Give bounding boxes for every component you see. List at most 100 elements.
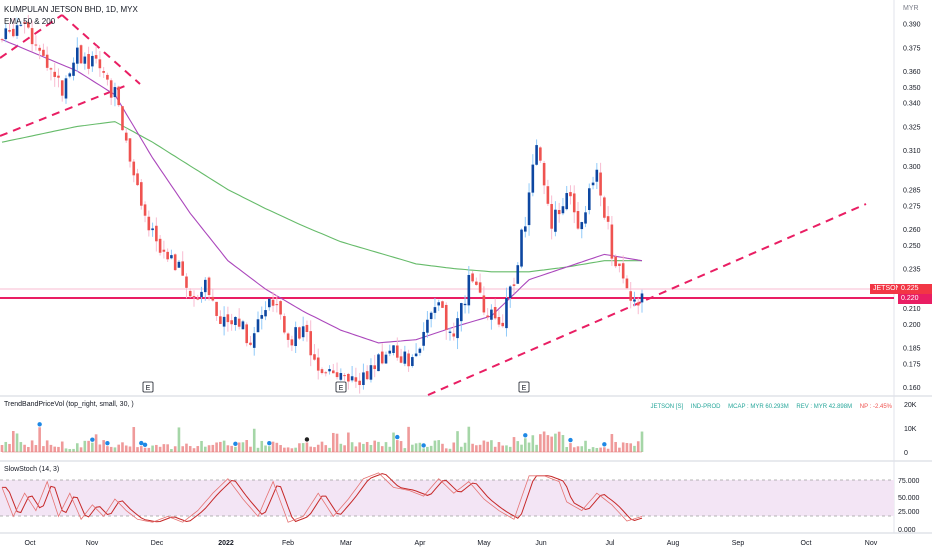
vol-tick-20k: 20K bbox=[904, 402, 917, 409]
trendline-upper-wedge[interactable] bbox=[0, 14, 63, 59]
candle-body bbox=[411, 357, 414, 366]
symbol-price-tag: JETSON bbox=[870, 284, 901, 294]
volume-bar bbox=[0, 445, 4, 452]
candle-body bbox=[113, 87, 117, 98]
volume-bar bbox=[279, 445, 282, 452]
candle-body bbox=[339, 373, 343, 380]
volume-bar bbox=[264, 445, 267, 452]
volume-bar bbox=[215, 442, 218, 452]
time-tick-label: Nov bbox=[86, 540, 99, 547]
candle-body bbox=[226, 314, 230, 323]
earnings-marker bbox=[142, 381, 154, 393]
volume-bar bbox=[377, 441, 380, 452]
volume-bar bbox=[162, 444, 166, 452]
candle-body bbox=[211, 296, 215, 301]
candle-body bbox=[358, 380, 361, 386]
stoch-d-line bbox=[2, 473, 643, 523]
volume-bar bbox=[290, 448, 294, 452]
stoch-band bbox=[0, 480, 894, 516]
volume-bar bbox=[252, 428, 256, 452]
volume-bar bbox=[219, 441, 222, 452]
volume-bar bbox=[625, 442, 629, 452]
candle-body bbox=[42, 49, 45, 56]
volume-dot bbox=[395, 434, 400, 440]
candle-body bbox=[158, 238, 162, 253]
candle-body bbox=[245, 324, 249, 344]
volume-bar bbox=[4, 441, 8, 452]
candle-body bbox=[554, 209, 557, 232]
trendline-lower-wedge[interactable] bbox=[0, 83, 131, 137]
volume-bar bbox=[87, 440, 90, 452]
volume-bar bbox=[595, 447, 599, 452]
volume-bar bbox=[501, 445, 505, 452]
volume-dot bbox=[90, 437, 95, 442]
candle-body bbox=[350, 376, 354, 381]
candle-body bbox=[621, 263, 625, 279]
candle-body bbox=[53, 71, 57, 77]
volume-bar bbox=[309, 446, 313, 452]
candle-body bbox=[377, 354, 380, 372]
volume-bar bbox=[591, 447, 595, 452]
candle-body bbox=[459, 303, 463, 322]
volume-bar bbox=[618, 447, 621, 452]
volume-bar bbox=[335, 433, 339, 452]
volume-bar bbox=[34, 445, 38, 452]
volume-bar bbox=[226, 445, 230, 452]
candle-body bbox=[79, 45, 83, 64]
ema-legend[interactable]: EMA 50 & 200 bbox=[4, 17, 56, 26]
candle-body bbox=[271, 299, 275, 306]
candle-body bbox=[4, 28, 8, 40]
earnings-marker-label: E bbox=[146, 385, 151, 392]
candle-body bbox=[640, 293, 644, 303]
candle-body bbox=[279, 301, 282, 315]
stoch-indicator-label[interactable]: SlowStoch (14, 3) bbox=[4, 466, 60, 473]
volume-bar bbox=[294, 447, 297, 452]
ema50-line bbox=[1, 38, 643, 344]
volume-bar bbox=[482, 440, 486, 452]
candle-body bbox=[309, 331, 313, 356]
volume-bar bbox=[418, 442, 422, 452]
volume-bar bbox=[388, 446, 392, 452]
volume-bar bbox=[83, 440, 87, 452]
volume-bar bbox=[475, 445, 478, 452]
volume-bar bbox=[72, 448, 75, 452]
volume-dot bbox=[523, 433, 528, 438]
candle-body bbox=[576, 211, 580, 229]
volume-bar bbox=[561, 435, 565, 452]
volume-bar bbox=[467, 426, 471, 452]
candle-body bbox=[407, 353, 410, 367]
candle-body bbox=[603, 197, 606, 218]
candle-body bbox=[294, 327, 297, 347]
candle-body bbox=[87, 54, 90, 69]
volume-bar bbox=[256, 447, 260, 452]
candle-body bbox=[260, 315, 264, 319]
volume-bar bbox=[339, 443, 343, 452]
volume-bar bbox=[569, 443, 572, 452]
candle-body bbox=[414, 353, 418, 357]
price-tick-label: 0.300 bbox=[903, 164, 921, 171]
trendline-rising[interactable] bbox=[427, 203, 867, 396]
volume-indicator-label[interactable]: TrendBandPriceVol (top_right, small, 30,… bbox=[4, 401, 134, 408]
trendline-downfall[interactable] bbox=[61, 14, 141, 85]
stat-sector: IND-PROD bbox=[690, 404, 721, 410]
candle-body bbox=[147, 216, 151, 231]
candle-body bbox=[486, 315, 489, 318]
candle-body bbox=[170, 255, 173, 259]
symbol-title[interactable]: KUMPULAN JETSON BHD, 1D, MYX bbox=[4, 5, 138, 14]
candle-body bbox=[362, 372, 365, 385]
volume-bar bbox=[614, 441, 617, 452]
volume-bar bbox=[610, 434, 614, 452]
volume-bar bbox=[75, 443, 79, 452]
volume-bar bbox=[109, 446, 113, 452]
price-tick-label: 0.175 bbox=[903, 361, 921, 368]
candle-body bbox=[429, 312, 433, 320]
candle-body bbox=[550, 204, 553, 229]
candle-body bbox=[320, 369, 324, 374]
candle-body bbox=[286, 333, 290, 340]
candle-body bbox=[45, 54, 49, 68]
candle-body bbox=[343, 375, 346, 377]
volume-bar bbox=[520, 444, 523, 452]
volume-bar bbox=[640, 431, 644, 452]
candle-body bbox=[380, 351, 384, 364]
